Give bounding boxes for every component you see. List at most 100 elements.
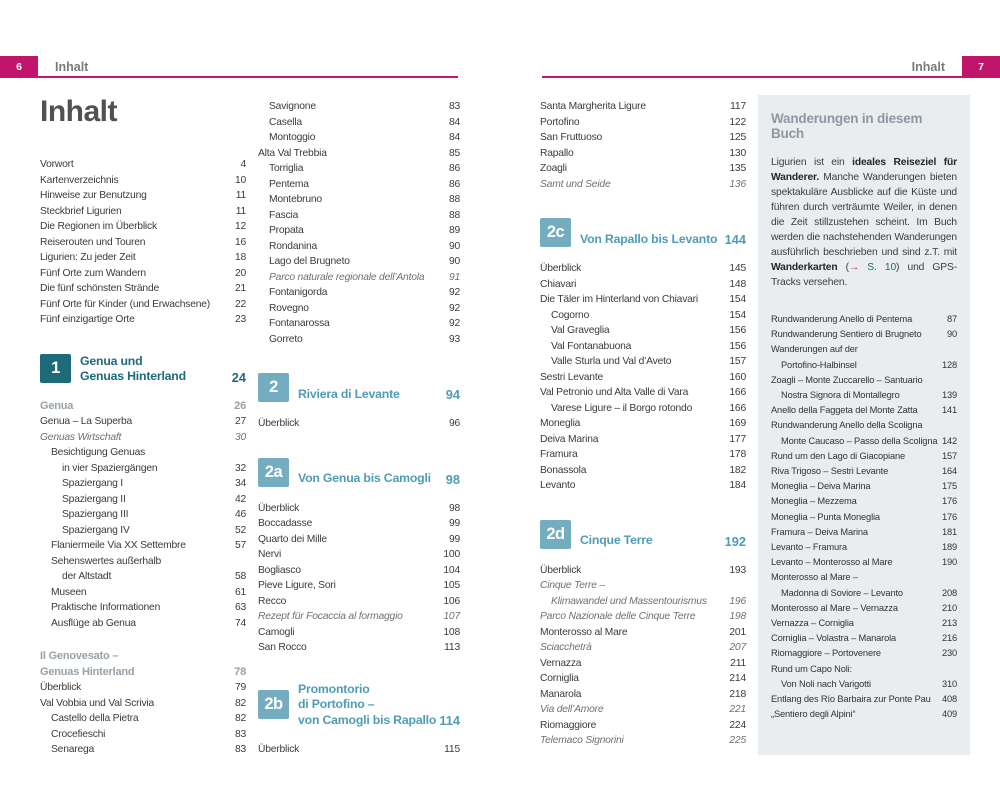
toc-entry-label: Monterosso al Mare – (771, 572, 858, 583)
toc-entry-page: 23 (234, 314, 246, 325)
toc-entry-group: Il Genovesato – Genuas Hinterland 78 Überbl… (40, 649, 246, 758)
toc-entry-page: 90 (448, 256, 460, 267)
hike-list-entry: Portofino-Halbinsel 128 (771, 358, 957, 373)
toc-entry-label: Montebruno (269, 194, 322, 205)
toc-entry: Spaziergang II 42 (40, 492, 246, 508)
toc-entry-page: 142 (941, 435, 957, 446)
toc-entry-label: Genua (40, 399, 74, 412)
toc-entry: Moneglia 169 (540, 416, 746, 432)
section-badge: 2a (258, 457, 289, 487)
toc-entry-label: Val Graveglia (551, 325, 610, 336)
toc-entry: Spaziergang III 46 (40, 507, 246, 523)
toc-entry-group: Überblick 98 Boccadasse 99 Quarto dei Mille 9… (258, 501, 460, 656)
toc-entry-page: 20 (234, 267, 246, 279)
info-box-title: Wanderungen in diesem Buch (771, 111, 923, 141)
toc-entry-page: 30 (234, 431, 246, 443)
toc-column-2: Savignone 83 Casella 84 Montoggio 84 Alta Val … (258, 99, 460, 758)
toc-entry-group: Santa Margherita Ligure 117 Portofino 122 Sa… (540, 99, 746, 192)
section-page: 24 (231, 369, 246, 385)
toc-entry-label: Framura (540, 449, 578, 460)
paragraph-text: Ligurien ist ein (771, 157, 853, 168)
right-header-label: Inhalt (911, 60, 945, 74)
toc-entry-label: Fontanigorda (269, 287, 328, 298)
toc-entry-page: 218 (729, 688, 746, 700)
hike-list-entry: Monte Caucaso – Passo della Scoligna 142 (771, 434, 957, 449)
hike-list-entry: Monterosso al Mare – (771, 570, 957, 585)
toc-entry-group: Überblick 115 (258, 742, 460, 758)
toc-entry-label: Propata (269, 225, 304, 236)
toc-entry-label: Klimawandel und Massentourismus (551, 595, 707, 607)
paragraph-text: Manche Wanderungen bieten spektakuläre A… (771, 172, 957, 258)
toc-entry-label: Genuas Wirtschaft (40, 431, 122, 443)
toc-entry: Torriglia 86 (258, 161, 460, 177)
hike-list-entry: Anello della Faggeta del Monte Zatta 141 (771, 403, 957, 418)
toc-entry-page: 136 (729, 178, 746, 190)
toc-entry-page: 78 (234, 665, 246, 678)
toc-entry-label: Überblick (258, 502, 300, 514)
toc-entry: Cinque Terre – (540, 578, 746, 594)
toc-entry-page: 214 (729, 673, 746, 684)
toc-entry-page: 26 (234, 399, 246, 412)
toc-entry: Überblick 115 (258, 742, 460, 758)
toc-entry-page: 230 (941, 648, 957, 659)
toc-column-1: Inhalt Vorwort 4 Kartenverzeichnis 10 Hinwei… (40, 95, 246, 758)
toc-entry: Recco 106 (258, 594, 460, 610)
toc-entry-label: Nostra Signora di Montallegro (781, 390, 900, 401)
toc-entry-page: 190 (941, 557, 957, 568)
toc-group-heading: Genuas Hinterland 78 (40, 665, 246, 681)
toc-entry-page: 84 (448, 132, 460, 143)
toc-entry-page: 96 (448, 418, 460, 429)
toc-entry: Fünf Orte für Kinder (und Erwachsene) 22 (40, 297, 246, 313)
toc-entry-label: Spaziergang III (62, 509, 129, 520)
toc-entry: Praktische Informationen 63 (40, 600, 246, 616)
toc-entry: Die Regionen im Überblick 12 (40, 219, 246, 235)
toc-entry-page: 88 (448, 209, 460, 221)
toc-entry-label: Castello della Pietra (51, 713, 139, 724)
toc-entry-group: Savignone 83 Casella 84 Montoggio 84 Alta Val … (258, 99, 460, 347)
toc-entry-page: 207 (729, 642, 746, 653)
toc-entry: Überblick 193 (540, 563, 746, 579)
section-title: Promontorio di Portofino – von Camogli bis… (298, 681, 437, 727)
toc-entry-page: 91 (448, 271, 460, 283)
toc-entry-page: 211 (730, 657, 746, 669)
toc-entry: Castello della Pietra 82 (40, 711, 246, 727)
toc-entry-label: Val Vobbia und Val Scrivia (40, 697, 155, 709)
toc-entry-label: Flaniermeile Via XX Settembre (51, 540, 186, 551)
toc-entry: Fascia 88 (258, 208, 460, 224)
toc-entry-page: 175 (941, 481, 957, 492)
hike-list-entry: Nostra Signora di Montallegro 139 (771, 388, 957, 403)
toc-entry-label: Valle Sturla und Val d’Aveto (551, 356, 672, 367)
section-title: Genua und Genuas Hinterland (80, 353, 186, 384)
toc-entry-page: 52 (234, 524, 246, 536)
cross-ref-page: S. 10 (859, 262, 897, 273)
toc-entry: Deiva Marina 177 (540, 432, 746, 448)
hike-list-entry: Wanderungen auf der (771, 342, 957, 357)
toc-entry: Valle Sturla und Val d’Aveto 157 (540, 354, 746, 370)
toc-entry-page: 115 (444, 744, 460, 755)
hike-list-entry: Riomaggiore – Portovenere 230 (771, 646, 957, 661)
toc-entry-label: Portofino (540, 116, 580, 128)
toc-entry-label: Sestri Levante (540, 371, 604, 383)
toc-entry-page: 108 (443, 626, 460, 638)
section-page: 192 (724, 533, 746, 549)
toc-entry-label: Riva Trigoso – Sestri Levante (771, 466, 889, 477)
toc-entry-page: 189 (941, 542, 957, 553)
toc-entry-group: Überblick 193 Cinque Terre – Klimawandel un… (540, 563, 746, 749)
toc-entry-page: 128 (941, 359, 957, 370)
toc-entry-page: 408 (941, 694, 957, 705)
toc-entry-page: 98 (448, 502, 460, 514)
toc-entry: Kartenverzeichnis 10 (40, 173, 246, 189)
toc-entry-label: Die fünf schönsten Strände (40, 283, 160, 294)
hike-list-entry: Rundwanderung Sentiero di Brugneto 90 (771, 327, 957, 342)
toc-entry-label: Deiva Marina (540, 433, 599, 445)
toc-entry-page: 176 (941, 496, 957, 507)
toc-entry-page: 125 (729, 132, 746, 143)
toc-entry: Überblick 98 (258, 501, 460, 517)
toc-entry-page: 83 (234, 744, 246, 755)
toc-entry-page: 107 (443, 611, 460, 622)
toc-entry-label: Rundwanderung Sentiero di Brugneto (771, 329, 922, 340)
page-number-tab-left: 6 (0, 56, 38, 78)
toc-entry-label: Rezept für Focaccia al formaggio (258, 611, 403, 622)
toc-entry-page: 160 (729, 371, 746, 383)
toc-entry-label: Fontanarossa (269, 318, 330, 329)
